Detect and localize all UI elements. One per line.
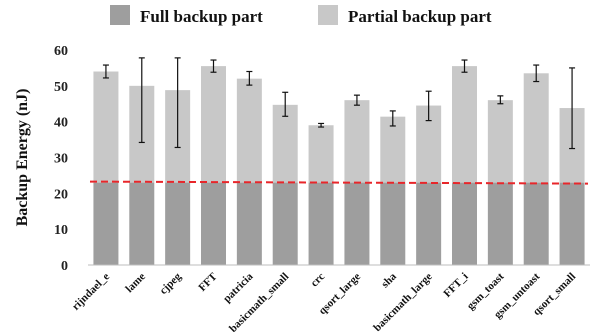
error-bar-gsm-toast: [497, 95, 504, 105]
error-bar-qsort-large: [353, 94, 360, 106]
x-tick-label-fft: FFT: [196, 270, 220, 294]
bar-gsm-untoast-full-backup: [523, 182, 549, 265]
y-axis-label: Backup Energy (nJ): [14, 89, 31, 227]
bar-lame-full-backup: [129, 182, 155, 265]
error-bar-basicmath-small: [282, 91, 289, 117]
bars: [93, 66, 585, 265]
x-tick-label-crc: crc: [308, 271, 327, 290]
error-bar-cjpeg: [174, 57, 181, 149]
bar-basicmath-small-partial-backup: [272, 104, 298, 183]
x-tick-label-sha: sha: [379, 270, 399, 290]
bar-rijndael-e-partial-backup: [93, 71, 119, 183]
bar-patricia-partial-backup: [236, 78, 262, 183]
error-bar-qsort-small: [569, 67, 576, 150]
y-tick-label-50: 50: [54, 80, 68, 95]
x-axis-labels: rijndael_e lame cjpeg FFT patriciabasicmath_…: [70, 270, 578, 332]
legend-swatch-full-backup: [110, 5, 130, 25]
bar-basicmath-large-full-backup: [416, 182, 442, 265]
bar-cjpeg-full-backup: [165, 182, 191, 265]
bar-fft-i-partial-backup: [452, 66, 477, 183]
error-bar-patricia: [246, 70, 253, 86]
bar-gsm-toast-partial-backup: [487, 100, 513, 183]
x-tick-label-cjpeg: cjpeg: [158, 270, 185, 297]
error-bar-gsm-untoast: [533, 64, 540, 83]
error-bar-basicmath-large: [425, 90, 432, 122]
bar-crc-partial-backup: [308, 125, 334, 183]
bar-patricia-full-backup: [236, 182, 262, 265]
bar-gsm-toast-full-backup: [487, 182, 513, 265]
bar-fft-partial-backup: [201, 66, 226, 183]
bar-crc-full-backup: [308, 182, 334, 265]
y-tick-label-10: 10: [54, 223, 68, 238]
bar-basicmath-small-full-backup: [272, 182, 298, 265]
error-bar-fft-i: [461, 59, 468, 73]
y-tick-label-40: 40: [54, 116, 68, 131]
legend-swatch-partial-backup: [318, 5, 338, 25]
bar-sha-full-backup: [380, 182, 406, 265]
error-bars: [102, 57, 576, 150]
error-bar-rijndael-e: [102, 64, 109, 79]
error-bar-lame: [138, 57, 145, 144]
legend-label-full-backup: Full backup part: [140, 7, 263, 26]
y-tick-label-60: 60: [54, 44, 68, 59]
bar-gsm-untoast-partial-backup: [523, 73, 549, 183]
bar-fft-full-backup: [201, 182, 226, 265]
error-bar-fft: [210, 59, 217, 73]
x-tick-label-patricia: patricia: [221, 270, 256, 305]
bar-qsort-small-full-backup: [559, 182, 585, 265]
error-bar-crc: [318, 122, 325, 128]
y-tick-label-30: 30: [54, 152, 68, 167]
x-tick-label-fft-i: FFT_i: [441, 271, 470, 300]
bar-qsort-large-full-backup: [344, 182, 370, 265]
bar-fft-i-full-backup: [452, 182, 477, 265]
bar-rijndael-e-full-backup: [93, 182, 119, 265]
y-axis-ticks: 0 10 20 30 40 50 60: [54, 44, 68, 274]
x-tick-label-lame: lame: [123, 271, 148, 296]
legend: Full backup part Partial backup part: [110, 5, 492, 26]
legend-label-partial-backup: Partial backup part: [348, 7, 492, 26]
y-tick-label-20: 20: [54, 187, 68, 202]
bar-qsort-large-partial-backup: [344, 100, 370, 183]
y-tick-label-0: 0: [61, 259, 68, 274]
x-tick-label-rijndael-e: rijndael_e: [70, 271, 112, 313]
reference-line: [89, 180, 589, 185]
bar-sha-partial-backup: [380, 116, 406, 183]
error-bar-sha: [389, 110, 396, 127]
